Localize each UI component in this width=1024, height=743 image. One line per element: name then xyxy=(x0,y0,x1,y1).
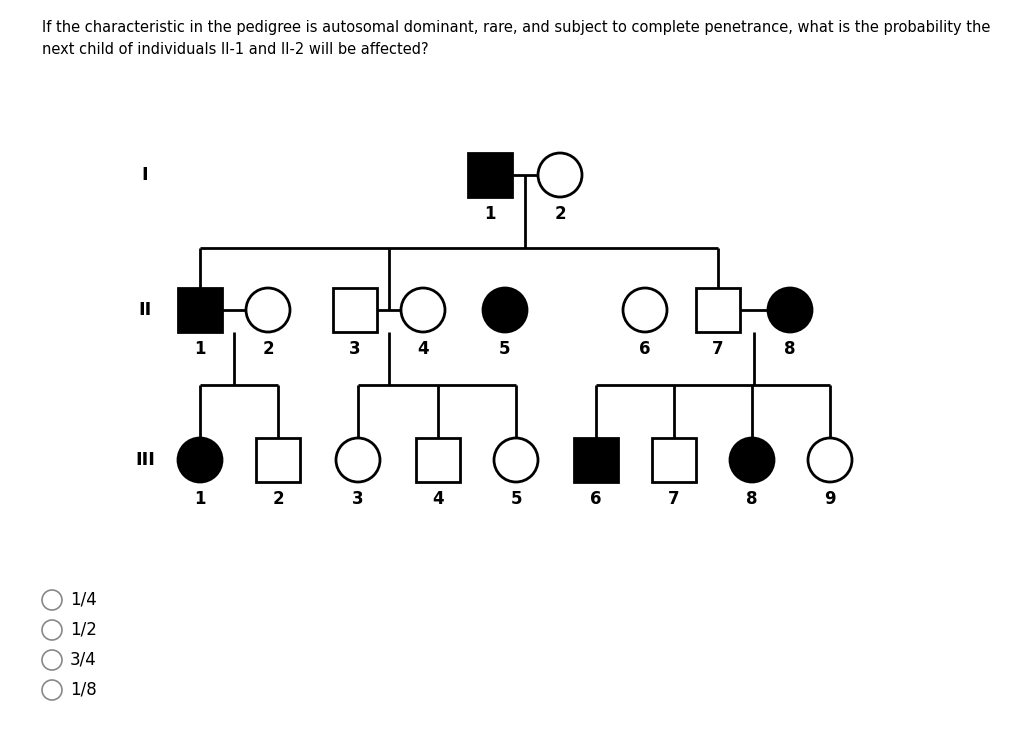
Bar xyxy=(178,288,222,332)
Text: I: I xyxy=(141,166,148,184)
Text: 7: 7 xyxy=(669,490,680,508)
Text: 2: 2 xyxy=(262,340,273,358)
Circle shape xyxy=(730,438,774,482)
Bar xyxy=(468,153,512,197)
Text: 1: 1 xyxy=(195,340,206,358)
Text: 4: 4 xyxy=(432,490,443,508)
Text: 4: 4 xyxy=(417,340,429,358)
Circle shape xyxy=(808,438,852,482)
Text: 2: 2 xyxy=(554,205,566,223)
Text: 6: 6 xyxy=(590,490,602,508)
Circle shape xyxy=(768,288,812,332)
Text: III: III xyxy=(135,451,155,469)
Bar xyxy=(333,288,377,332)
Text: If the characteristic in the pedigree is autosomal dominant, rare, and subject t: If the characteristic in the pedigree is… xyxy=(42,20,990,35)
Text: 9: 9 xyxy=(824,490,836,508)
Text: 5: 5 xyxy=(510,490,522,508)
Circle shape xyxy=(336,438,380,482)
Text: 6: 6 xyxy=(639,340,650,358)
Circle shape xyxy=(538,153,582,197)
Text: next child of individuals II-1 and II-2 will be affected?: next child of individuals II-1 and II-2 … xyxy=(42,42,429,57)
Text: 1/8: 1/8 xyxy=(70,681,96,699)
Bar xyxy=(256,438,300,482)
Circle shape xyxy=(42,590,62,610)
Text: 3: 3 xyxy=(352,490,364,508)
Bar xyxy=(416,438,460,482)
Text: 3: 3 xyxy=(349,340,360,358)
Text: 1/4: 1/4 xyxy=(70,591,96,609)
Text: 8: 8 xyxy=(746,490,758,508)
Text: 1: 1 xyxy=(195,490,206,508)
Text: 1: 1 xyxy=(484,205,496,223)
Bar xyxy=(652,438,696,482)
Circle shape xyxy=(42,680,62,700)
Bar xyxy=(574,438,618,482)
Circle shape xyxy=(42,650,62,670)
Text: 2: 2 xyxy=(272,490,284,508)
Text: 1/2: 1/2 xyxy=(70,621,97,639)
Circle shape xyxy=(178,438,222,482)
Circle shape xyxy=(42,620,62,640)
Text: 3/4: 3/4 xyxy=(70,651,96,669)
Text: 8: 8 xyxy=(784,340,796,358)
Circle shape xyxy=(494,438,538,482)
Circle shape xyxy=(483,288,527,332)
Circle shape xyxy=(401,288,445,332)
Circle shape xyxy=(246,288,290,332)
Bar xyxy=(696,288,740,332)
Circle shape xyxy=(623,288,667,332)
Text: 5: 5 xyxy=(500,340,511,358)
Text: II: II xyxy=(138,301,152,319)
Text: 7: 7 xyxy=(712,340,724,358)
